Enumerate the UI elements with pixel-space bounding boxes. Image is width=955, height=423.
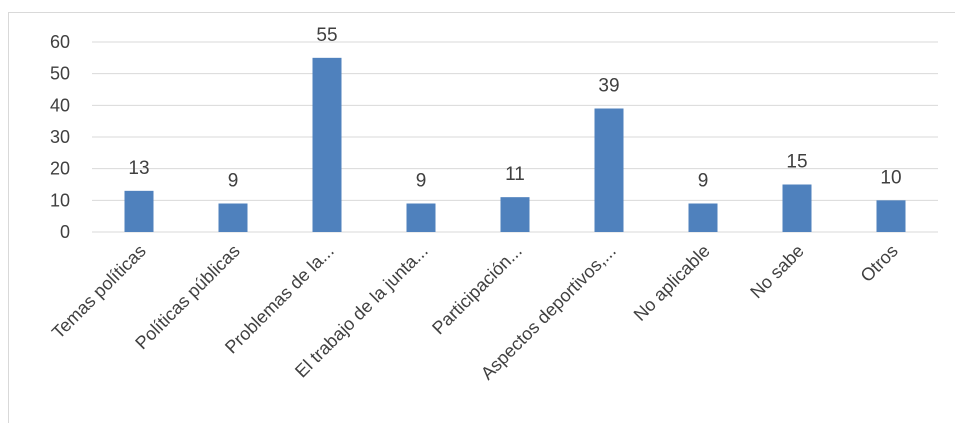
bar [688,203,718,232]
y-tick-label: 20 [50,159,70,179]
data-label: 9 [698,171,709,192]
y-tick-label: 60 [50,32,70,52]
bar [406,203,436,232]
bar [594,108,624,232]
frame-border-top [8,12,955,13]
y-tick-label: 10 [50,190,70,210]
data-label: 11 [505,164,525,185]
bar [500,197,530,232]
y-axis-tick-labels: 0 10 20 30 40 50 60 [50,32,70,242]
y-tick-label: 0 [60,222,70,242]
x-category-label: Participación... [428,241,526,339]
bar [312,57,342,233]
x-category-label: Otros [857,241,902,286]
y-tick-label: 40 [50,95,70,115]
y-tick-label: 50 [50,64,70,84]
data-label: 55 [316,25,337,46]
x-category-label: Temas políticas [48,241,150,343]
x-category-label: No sabe [746,241,808,303]
data-label: 39 [598,76,619,97]
data-label: 13 [128,158,149,179]
data-label: 10 [880,167,901,188]
x-category-label: No aplicable [630,241,714,325]
data-label: 9 [416,171,427,192]
data-labels: 13 9 55 9 11 39 9 15 10 [128,25,901,192]
y-tick-label: 30 [50,127,70,147]
bars [124,57,906,233]
data-label: 15 [786,152,807,173]
bar [782,184,812,232]
bar [218,203,248,232]
bar [124,190,154,232]
data-label: 9 [228,171,239,192]
frame-border-left [8,12,9,423]
bar [876,200,906,232]
